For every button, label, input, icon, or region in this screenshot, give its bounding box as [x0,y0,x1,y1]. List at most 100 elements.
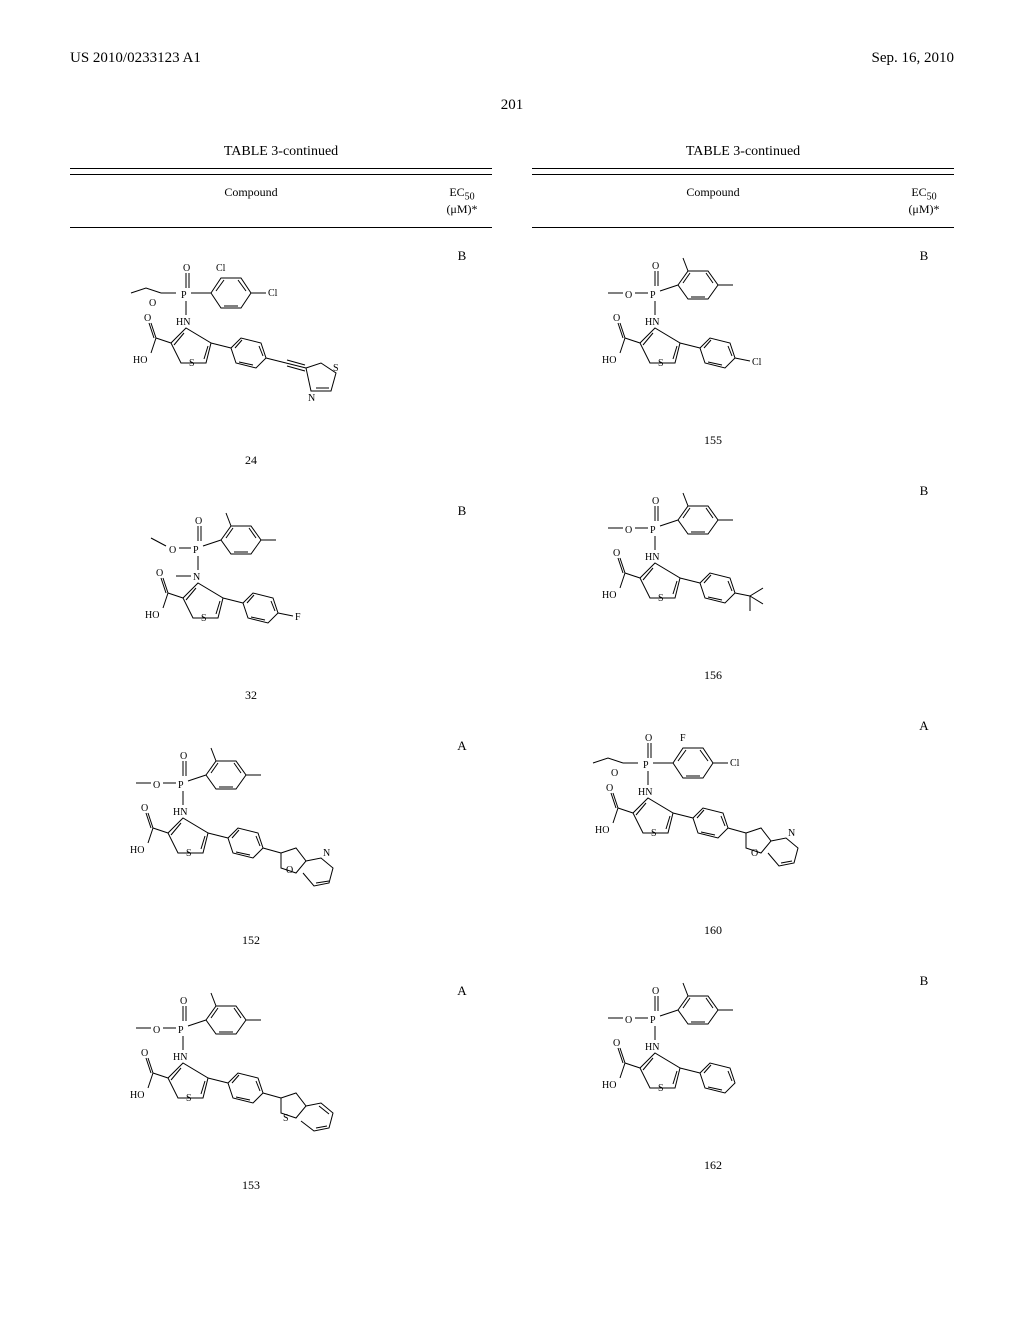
svg-text:S: S [651,828,657,839]
svg-text:O: O [169,545,176,556]
svg-text:S: S [283,1113,289,1124]
svg-text:Cl: Cl [216,263,226,274]
svg-text:HN: HN [173,1052,187,1063]
svg-text:O: O [180,996,187,1007]
svg-text:O: O [286,865,293,876]
svg-text:N: N [193,572,200,583]
compound-id: 160 [532,923,894,938]
compound-structure-32: O P O [121,498,381,678]
svg-text:O: O [625,525,632,536]
compound-structure-152: O P O [111,733,391,923]
compound-col-header: Compound [532,185,894,217]
compound-row: O P O [70,498,492,703]
compound-id: 155 [532,433,894,448]
svg-text:O: O [149,298,156,309]
svg-text:HN: HN [645,317,659,328]
svg-text:P: P [650,290,656,301]
svg-text:N: N [788,828,795,839]
svg-text:S: S [333,363,339,374]
svg-text:N: N [308,393,315,404]
compound-row: O P O Cl [70,243,492,468]
svg-text:P: P [178,780,184,791]
svg-text:O: O [613,313,620,324]
compound-id: 152 [70,933,432,948]
svg-text:HO: HO [130,1090,144,1101]
patent-number: US 2010/0233123 A1 [70,50,201,67]
compound-id: 24 [70,453,432,468]
right-column: TABLE 3-continued Compound EC50 (μM)* O … [532,144,954,1223]
compound-row: O P O HN [532,968,954,1173]
compound-structure-156: O P O HN [583,478,843,658]
svg-text:HO: HO [133,355,147,366]
compound-structure-162: O P O HN [583,968,843,1148]
svg-text:O: O [183,263,190,274]
svg-text:HN: HN [638,787,652,798]
svg-text:P: P [178,1025,184,1036]
ec50-value: B [432,498,492,703]
content-area: TABLE 3-continued Compound EC50 (μM)* O [0,144,1024,1223]
svg-text:O: O [144,313,151,324]
table-title-left: TABLE 3-continued [70,144,492,160]
svg-text:S: S [201,613,207,624]
svg-text:HO: HO [602,590,616,601]
svg-text:HN: HN [176,317,190,328]
svg-text:O: O [652,261,659,272]
svg-text:HN: HN [645,552,659,563]
svg-text:P: P [193,545,199,556]
svg-text:HO: HO [602,355,616,366]
compound-id: 156 [532,668,894,683]
svg-text:O: O [611,768,618,779]
svg-text:P: P [181,290,187,301]
svg-text:HN: HN [173,807,187,818]
ec50-value: B [894,478,954,683]
svg-text:Cl: Cl [268,288,278,299]
compound-structure-153: O P O HN [111,978,391,1168]
svg-text:HN: HN [645,1042,659,1053]
compound-id: 32 [70,688,432,703]
svg-text:O: O [606,783,613,794]
svg-text:HO: HO [602,1080,616,1091]
svg-text:O: O [195,516,202,527]
svg-text:N: N [323,848,330,859]
page-number: 201 [0,97,1024,114]
svg-text:P: P [650,1015,656,1026]
svg-text:S: S [189,358,195,369]
svg-text:O: O [613,1038,620,1049]
svg-text:O: O [751,848,758,859]
compound-row: O P O HN [532,243,954,448]
svg-text:O: O [156,568,163,579]
compound-structure-155: O P O HN [583,243,843,423]
svg-text:O: O [153,1025,160,1036]
svg-text:O: O [645,733,652,744]
svg-text:O: O [141,1048,148,1059]
left-column: TABLE 3-continued Compound EC50 (μM)* O [70,144,492,1223]
compound-id: 153 [70,1178,432,1193]
table-header-right: Compound EC50 (μM)* [532,174,954,228]
compound-row: O P O F Cl HN [532,713,954,938]
svg-text:O: O [613,548,620,559]
svg-text:O: O [153,780,160,791]
ec50-value: B [894,243,954,448]
svg-text:O: O [625,1015,632,1026]
svg-text:P: P [643,760,649,771]
ec50-col-header: EC50 (μM)* [894,185,954,217]
ec50-value: A [432,733,492,948]
table-title-right: TABLE 3-continued [532,144,954,160]
compound-id: 162 [532,1158,894,1173]
svg-text:O: O [141,803,148,814]
ec50-value: B [432,243,492,468]
svg-text:P: P [650,525,656,536]
ec50-col-header: EC50 (μM)* [432,185,492,217]
svg-text:HO: HO [145,610,159,621]
compound-col-header: Compound [70,185,432,217]
table-header-left: Compound EC50 (μM)* [70,174,492,228]
svg-text:O: O [652,986,659,997]
svg-text:O: O [180,751,187,762]
svg-text:S: S [658,358,664,369]
svg-text:HO: HO [595,825,609,836]
compound-row: O P O HN [70,978,492,1193]
compound-row: O P O HN [532,478,954,683]
svg-text:O: O [652,496,659,507]
patent-date: Sep. 16, 2010 [872,50,955,67]
svg-text:S: S [658,593,664,604]
